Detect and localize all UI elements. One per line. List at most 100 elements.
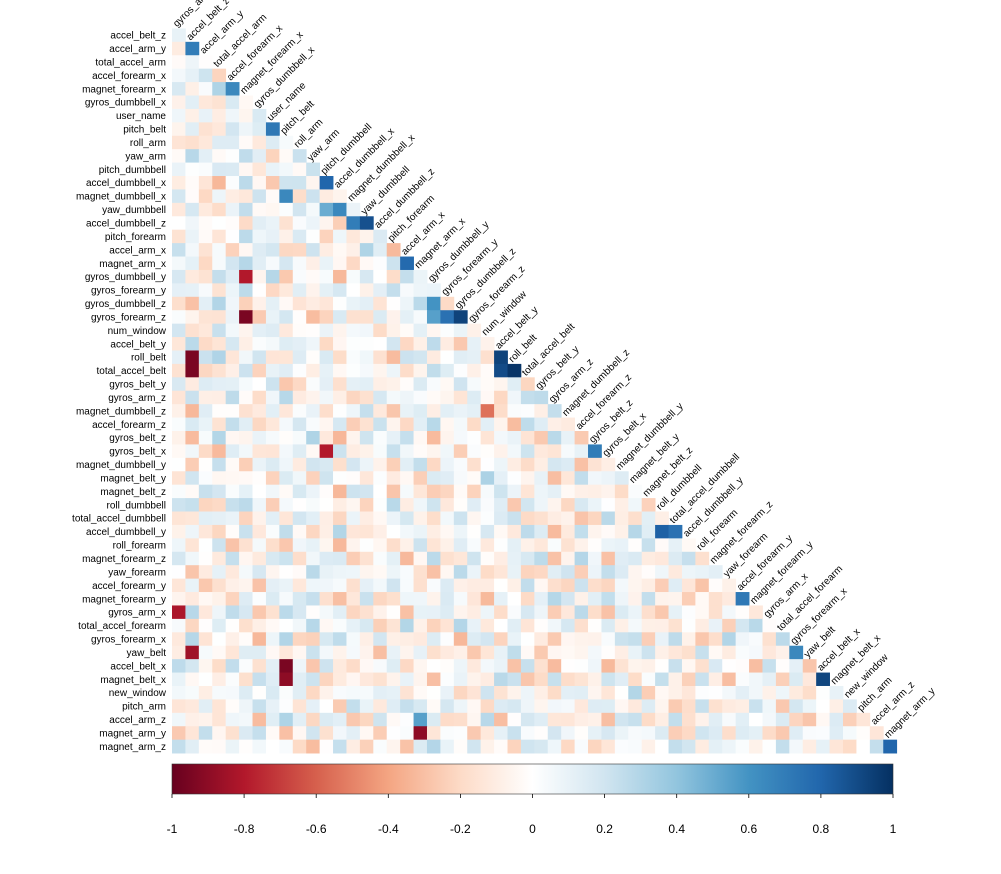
cell-magnet_belt_x-magnet_belt_y [628,672,643,687]
cell-accel_forearm_y-accel_forearm_x [225,578,240,593]
row-label-accel_belt_y: accel_belt_y [110,339,166,350]
cell-gyros_belt_x-gyros_forearm_y [440,444,455,459]
cell-roll_arm-accel_belt_z [185,135,200,150]
cell-gyros_dumbbell_z-pitch_dumbbell [319,296,334,311]
cell-accel_belt_y-accel_dumbbell_x [333,337,347,351]
cell-yaw_forearm-magnet_dumbbell_x [346,565,361,580]
cell-magnet_belt_z-pitch_belt [279,484,294,499]
cell-magnet_forearm_z-accel_belt_z [185,551,200,566]
cell-accel_belt_x-num_window [480,659,495,673]
cell-gyros_arm_x-magnet_forearm_z [708,605,723,620]
cell-roll_dumbbell-accel_belt_y [494,498,508,512]
cell-magnet_forearm_y-gyros_dumbbell_z [453,592,468,606]
cell-magnet_forearm_y-accel_forearm_y [735,592,750,606]
cell-total_accel_forearm-accel_dumbbell_x [333,618,347,633]
cell-gyros_forearm_x-accel_dumbbell_z [373,632,388,647]
cell-gyros_belt_x-pitch_forearm [386,444,401,459]
cell-magnet_forearm_y-yaw_arm [306,592,321,606]
cell-pitch_arm-accel_dumbbell_x [333,699,347,714]
cell-pitch_arm-accel_belt_x [816,699,830,714]
cell-gyros_forearm_x-gyros_forearm_y [440,632,455,647]
cell-gyros_belt_x-accel_belt_z [185,444,200,459]
cell-gyros_belt_y-accel_forearm_x [225,377,240,392]
cell-roll_arm-gyros_arm_y [172,135,186,150]
cell-magnet_arm_y-gyros_forearm_x [789,726,804,741]
cell-accel_belt_y-accel_dumbbell_z [373,337,388,351]
cell-accel_forearm_z-yaw_arm [306,417,321,432]
cell-yaw_belt-roll_forearm [695,645,710,660]
cell-gyros_forearm_y-total_accel_arm [212,283,227,298]
cell-total_accel_dumbbell-gyros_belt_x [601,511,616,526]
cell-accel_forearm_z-total_accel_belt [520,417,535,432]
cell-roll_forearm-num_window [480,538,495,553]
cell-new_window-num_window [480,685,495,700]
cell-accel_belt_x-accel_dumbbell_x [333,659,347,673]
cell-yaw_belt-accel_belt_z [185,645,200,660]
cell-magnet_forearm_z-num_window [480,551,495,566]
cell-accel_forearm_y-pitch_dumbbell [319,578,334,593]
cell-magnet_forearm_y-accel_forearm_x [225,592,240,606]
cell-magnet_arm_y-total_accel_arm [212,726,227,741]
cell-gyros_forearm_x-roll_dumbbell [655,632,669,647]
cell-accel_belt_z-gyros_arm_y [172,28,186,43]
cell-gyros_forearm_x-accel_dumbbell_x [333,632,347,647]
cell-gyros_dumbbell_y-total_accel_arm [212,269,227,284]
cell-magnet_arm_y-gyros_belt_y [534,726,549,741]
row-label-gyros_dumbbell_x: gyros_dumbbell_x [85,98,166,109]
cell-yaw_forearm-roll_dumbbell [655,565,669,580]
cell-magnet_arm_y-gyros_dumbbell_y [426,726,441,741]
cell-roll_forearm-accel_dumbbell_y [681,538,696,553]
cell-yaw_belt-accel_arm_x [400,645,414,660]
cell-gyros_belt_y-gyros_dumbbell_z [453,377,468,392]
cell-accel_forearm_y-accel_arm_x [400,578,414,593]
cell-magnet_belt_x-total_accel_forearm [775,672,790,687]
cell-pitch_arm-accel_forearm_y [735,699,750,714]
cell-roll_forearm-pitch_forearm [386,538,401,553]
cell-magnet_arm_z-gyros_belt_z [588,739,602,754]
cell-accel_arm_z-magnet_forearm_y [749,712,763,727]
cell-accel_dumbbell_y-gyros_dumbbell_x [252,524,267,539]
cell-accel_arm_z-gyros_belt_y [534,712,549,727]
cell-yaw_forearm-gyros_forearm_z [467,565,482,580]
cell-accel_belt_x-accel_dumbbell_z [373,659,388,673]
cell-yaw_belt-magnet_dumbbell_z [561,645,575,660]
cell-total_accel_dumbbell-gyros_dumbbell_x [252,511,267,526]
cell-accel_belt_x-magnet_forearm_y [749,659,763,673]
cell-gyros_belt_x-magnet_forearm_x [239,444,253,459]
cell-gyros_dumbbell_y-pitch_dumbbell [319,269,334,284]
cell-magnet_arm_z-magnet_forearm_z [708,739,723,754]
cell-magnet_arm_y-gyros_forearm_y [440,726,455,741]
cell-gyros_arm_x-pitch_forearm [386,605,401,620]
cell-magnet_forearm_z-roll_forearm [695,551,710,566]
cell-accel_arm_z-magnet_forearm_x [239,712,253,727]
cell-pitch_arm-magnet_dumbbell_y [614,699,629,714]
cell-magnet_forearm_y-gyros_dumbbell_x [252,592,267,606]
cell-magnet_belt_y-magnet_forearm_x [239,471,253,486]
cell-accel_belt_x-gyros_forearm_x [789,659,804,673]
cell-new_window-magnet_belt_y [628,685,643,700]
cell-magnet_belt_y-accel_arm_y [198,471,213,486]
cell-gyros_dumbbell_z-gyros_arm_y [172,296,186,311]
cell-magnet_forearm_z-gyros_arm_z [547,551,562,566]
cell-gyros_dumbbell_x-accel_belt_z [185,95,200,110]
cell-new_window-gyros_belt_x [601,685,616,700]
cell-gyros_arm_x-accel_forearm_z [574,605,589,620]
cell-magnet_dumbbell_y-gyros_belt_y [534,457,549,472]
cell-accel_belt_x-gyros_belt_x [601,659,616,673]
cell-accel_belt_y-magnet_arm_x [413,337,428,351]
cell-accel_forearm_z-magnet_dumbbell_z [561,417,575,432]
cell-magnet_belt_x-pitch_belt [279,672,294,687]
cell-pitch_forearm-total_accel_arm [212,229,227,244]
cell-pitch_arm-magnet_dumbbell_x [346,699,361,714]
cell-magnet_forearm_y-accel_arm_y [198,592,213,606]
cell-accel_belt_x-yaw_forearm [722,659,737,673]
cell-accel_forearm_y-gyros_dumbbell_z [453,578,468,593]
cell-magnet_belt_z-pitch_forearm [386,484,401,499]
cell-accel_arm_x-total_accel_arm [212,243,227,257]
cell-magnet_forearm_y-accel_arm_x [400,592,414,606]
cell-magnet_belt_x-gyros_dumbbell_z [453,672,468,687]
cell-yaw_belt-accel_forearm_y [735,645,750,660]
cell-magnet_dumbbell_y-gyros_arm_y [172,457,186,472]
row-label-accel_dumbbell_y: accel_dumbbell_y [86,527,166,538]
cell-gyros_belt_y-accel_belt_y [494,377,508,392]
